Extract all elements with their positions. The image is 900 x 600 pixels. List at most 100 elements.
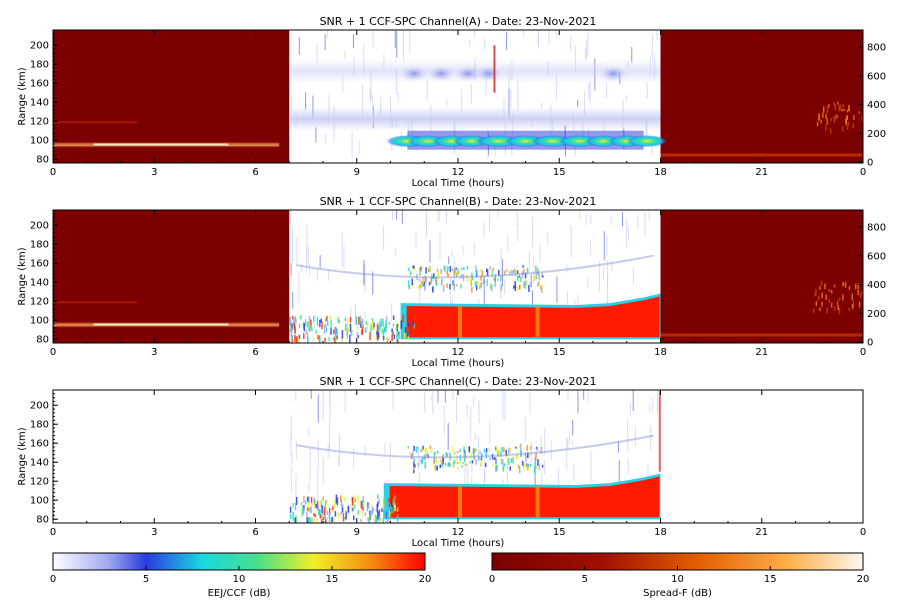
spread-f-streak bbox=[830, 118, 832, 122]
x-tick-label: 0 bbox=[50, 167, 56, 178]
noise-streak bbox=[380, 97, 382, 117]
y-tick-label: 200 bbox=[30, 401, 49, 412]
onset-speckle bbox=[333, 336, 335, 340]
valley-echo bbox=[518, 274, 521, 278]
spread-f-streak bbox=[848, 308, 850, 312]
valley-echo bbox=[540, 285, 542, 291]
onset-speckle bbox=[314, 499, 316, 505]
spread-f-streak bbox=[842, 281, 844, 285]
onset-speckle bbox=[375, 517, 378, 523]
noise-streak bbox=[452, 390, 454, 401]
valley-echo bbox=[536, 448, 539, 452]
valley-echo bbox=[422, 278, 425, 283]
valley-echo bbox=[407, 267, 410, 271]
y-tick-label: 140 bbox=[30, 278, 49, 289]
valley-echo bbox=[449, 284, 451, 290]
spread-f-streak bbox=[834, 103, 836, 111]
noise-streak bbox=[424, 392, 426, 413]
valley-echo bbox=[471, 460, 474, 464]
valley-echo bbox=[517, 464, 520, 469]
noise-streak bbox=[520, 443, 522, 457]
valley-echo bbox=[427, 454, 429, 459]
onset-speckle bbox=[396, 507, 399, 512]
noise-streak bbox=[305, 92, 307, 110]
valley-echo bbox=[433, 452, 436, 459]
onset-speckle bbox=[393, 511, 396, 519]
valley-echo bbox=[485, 268, 488, 273]
valley-echo bbox=[457, 268, 459, 274]
onset-speckle bbox=[313, 315, 315, 322]
onset-speckle bbox=[296, 335, 299, 343]
noise-streak bbox=[504, 392, 506, 421]
onset-speckle bbox=[294, 517, 297, 523]
noise-streak bbox=[355, 303, 357, 325]
valley-echo bbox=[442, 284, 445, 292]
onset-speckle bbox=[313, 517, 315, 523]
valley-echo bbox=[541, 273, 543, 278]
noise-streak bbox=[506, 32, 508, 50]
onset-speckle bbox=[330, 517, 333, 523]
valley-echo bbox=[493, 277, 495, 281]
onset-speckle bbox=[315, 329, 317, 334]
noise-streak bbox=[461, 88, 463, 115]
valley-echo bbox=[455, 284, 458, 287]
onset-speckle bbox=[312, 337, 315, 342]
onset-speckle bbox=[377, 332, 379, 341]
noise-streak bbox=[607, 275, 609, 304]
onset-speckle bbox=[359, 317, 362, 321]
spread-f-streak bbox=[838, 105, 841, 112]
valley-echo bbox=[491, 270, 494, 276]
valley-echo bbox=[479, 285, 481, 290]
valley-echo bbox=[524, 285, 527, 289]
spread-f-streak bbox=[817, 295, 820, 301]
spread-f-streak bbox=[826, 120, 829, 125]
right-tick-label: 600 bbox=[867, 251, 886, 262]
noise-streak bbox=[295, 441, 297, 460]
valley-echo bbox=[408, 285, 411, 290]
noise-streak bbox=[567, 390, 569, 402]
onset-speckle bbox=[291, 323, 293, 331]
spread-f-streak bbox=[839, 104, 841, 111]
noise-streak bbox=[567, 437, 569, 449]
onset-speckle bbox=[385, 316, 388, 321]
y-tick-label: 160 bbox=[30, 439, 49, 450]
onset-speckle bbox=[362, 324, 365, 328]
spread-f-streak bbox=[835, 114, 837, 120]
noise-streak bbox=[351, 131, 353, 159]
onset-speckle bbox=[307, 496, 310, 504]
noise-streak bbox=[471, 461, 473, 473]
valley-echo bbox=[421, 456, 424, 463]
onset-speckle bbox=[368, 512, 371, 520]
onset-speckle bbox=[368, 519, 370, 523]
spread-f-streak bbox=[848, 286, 851, 291]
onset-speckle bbox=[292, 511, 294, 521]
onset-speckle bbox=[332, 329, 335, 334]
onset-speckle bbox=[313, 513, 315, 517]
valley-echo bbox=[518, 445, 520, 449]
noise-streak bbox=[364, 264, 366, 293]
onset-speckle bbox=[326, 510, 329, 516]
valley-echo bbox=[469, 277, 472, 284]
valley-echo bbox=[508, 458, 510, 465]
colorbar-tick-label: 10 bbox=[671, 574, 684, 585]
valley-echo bbox=[520, 276, 522, 283]
valley-echo bbox=[484, 462, 487, 467]
spread-f-streak bbox=[833, 101, 836, 107]
noise-streak bbox=[637, 214, 639, 229]
noise-streak bbox=[589, 81, 591, 106]
onset-speckle bbox=[388, 321, 391, 325]
onset-speckle bbox=[389, 510, 391, 517]
onset-speckle bbox=[393, 502, 395, 509]
noise-streak bbox=[473, 242, 475, 256]
noise-streak bbox=[577, 100, 579, 107]
onset-speckle bbox=[345, 511, 347, 520]
onset-speckle bbox=[338, 319, 340, 324]
onset-speckle bbox=[289, 506, 292, 513]
valley-echo bbox=[426, 453, 428, 457]
noise-streak bbox=[590, 450, 592, 484]
noise-streak bbox=[329, 395, 331, 420]
onset-speckle bbox=[360, 320, 362, 328]
noise-streak bbox=[316, 268, 318, 281]
y-tick-label: 140 bbox=[30, 98, 49, 109]
valley-echo bbox=[473, 451, 475, 459]
